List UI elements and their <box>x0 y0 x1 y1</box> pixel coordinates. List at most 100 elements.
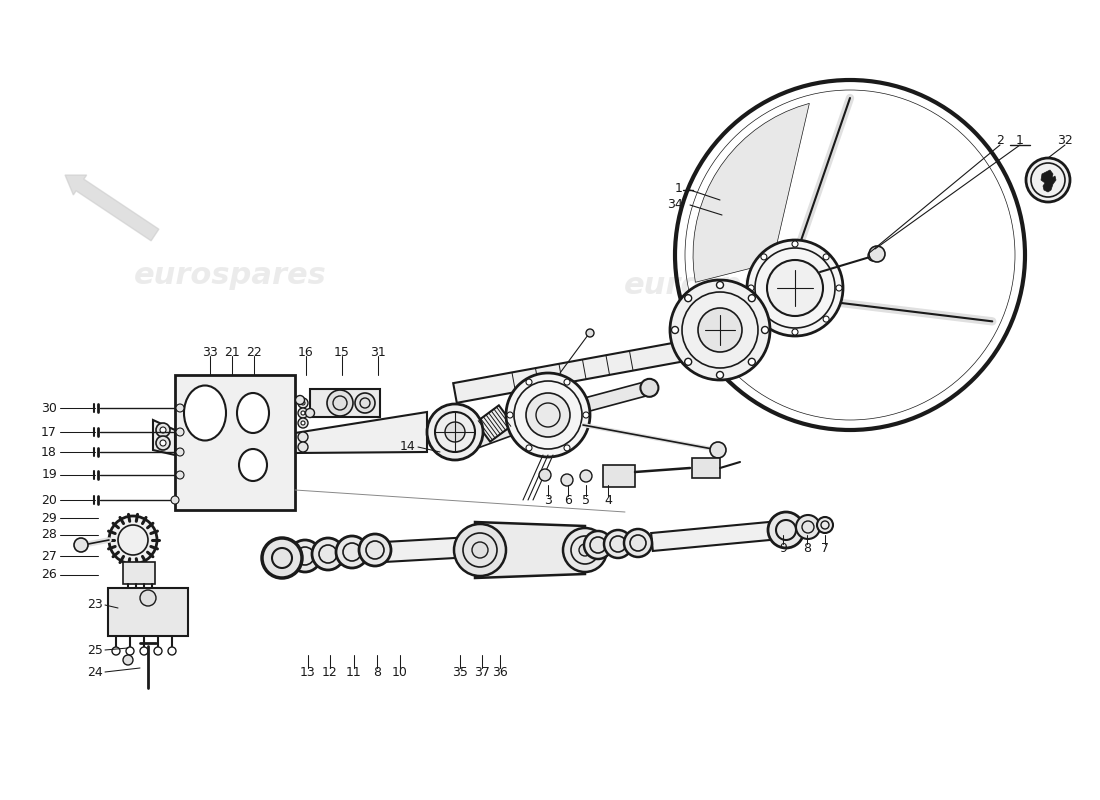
Text: 8: 8 <box>373 666 381 678</box>
Circle shape <box>748 294 756 302</box>
Circle shape <box>1026 158 1070 202</box>
Circle shape <box>823 254 829 260</box>
Circle shape <box>624 529 652 557</box>
Circle shape <box>298 408 308 418</box>
Circle shape <box>359 534 390 566</box>
Text: 4: 4 <box>604 494 612 506</box>
Circle shape <box>472 542 488 558</box>
Circle shape <box>355 393 375 413</box>
Circle shape <box>792 329 798 335</box>
Circle shape <box>176 471 184 479</box>
Circle shape <box>156 436 170 450</box>
Circle shape <box>74 538 88 552</box>
Circle shape <box>289 540 321 572</box>
Circle shape <box>506 373 590 457</box>
Circle shape <box>761 254 767 260</box>
Circle shape <box>748 285 754 291</box>
Circle shape <box>868 251 878 261</box>
Text: 17: 17 <box>41 426 57 438</box>
Circle shape <box>298 432 308 442</box>
Circle shape <box>298 418 308 428</box>
Text: 31: 31 <box>370 346 386 358</box>
Circle shape <box>817 517 833 533</box>
Circle shape <box>761 326 769 334</box>
Polygon shape <box>651 521 781 551</box>
Circle shape <box>579 544 591 556</box>
Circle shape <box>160 427 166 433</box>
Circle shape <box>507 412 513 418</box>
Circle shape <box>140 647 148 655</box>
Circle shape <box>176 428 184 436</box>
Text: 35: 35 <box>452 666 468 678</box>
Circle shape <box>767 260 823 316</box>
Circle shape <box>604 530 632 558</box>
Circle shape <box>761 316 767 322</box>
Ellipse shape <box>184 386 226 441</box>
Text: 25: 25 <box>87 643 103 657</box>
Circle shape <box>446 440 463 458</box>
Polygon shape <box>475 522 585 578</box>
Circle shape <box>526 445 532 451</box>
Circle shape <box>564 379 570 385</box>
Circle shape <box>586 329 594 337</box>
Bar <box>692 458 720 478</box>
Circle shape <box>446 422 465 442</box>
Text: 18: 18 <box>41 446 57 458</box>
Text: 24: 24 <box>87 666 103 678</box>
Circle shape <box>684 358 692 366</box>
Text: 7: 7 <box>821 542 829 554</box>
Text: 3: 3 <box>544 494 552 506</box>
Circle shape <box>140 590 156 606</box>
Circle shape <box>262 538 303 578</box>
Text: 12: 12 <box>322 666 338 678</box>
Circle shape <box>298 398 308 408</box>
Ellipse shape <box>239 449 267 481</box>
Text: 10: 10 <box>392 666 408 678</box>
Circle shape <box>126 647 134 655</box>
Circle shape <box>160 440 166 446</box>
Polygon shape <box>277 536 491 568</box>
Text: 14: 14 <box>399 441 415 454</box>
Circle shape <box>564 445 570 451</box>
Text: 28: 28 <box>41 529 57 542</box>
Text: 1: 1 <box>1016 134 1024 146</box>
Circle shape <box>563 528 607 572</box>
Bar <box>123 562 155 584</box>
Circle shape <box>748 358 756 366</box>
Circle shape <box>583 412 588 418</box>
Text: 11: 11 <box>346 666 362 678</box>
Circle shape <box>716 371 724 378</box>
Polygon shape <box>575 381 651 414</box>
Text: 6: 6 <box>564 494 572 506</box>
Circle shape <box>454 524 506 576</box>
Circle shape <box>698 308 742 352</box>
Text: 1: 1 <box>675 182 683 194</box>
Circle shape <box>154 647 162 655</box>
Polygon shape <box>1041 170 1056 192</box>
Text: 29: 29 <box>42 511 57 525</box>
Circle shape <box>710 442 726 458</box>
Polygon shape <box>452 421 517 456</box>
Circle shape <box>123 655 133 665</box>
Circle shape <box>336 536 368 568</box>
Circle shape <box>176 448 184 456</box>
Circle shape <box>684 294 692 302</box>
Circle shape <box>670 280 770 380</box>
Circle shape <box>526 379 532 385</box>
Circle shape <box>768 512 804 548</box>
FancyArrow shape <box>65 175 158 241</box>
Circle shape <box>671 326 679 334</box>
Circle shape <box>561 474 573 486</box>
Text: 26: 26 <box>42 569 57 582</box>
Text: 9: 9 <box>779 542 786 554</box>
Circle shape <box>526 393 570 437</box>
Polygon shape <box>693 103 810 294</box>
Circle shape <box>869 246 886 262</box>
Text: 19: 19 <box>42 469 57 482</box>
Circle shape <box>170 496 179 504</box>
Circle shape <box>301 401 305 405</box>
Circle shape <box>298 442 308 452</box>
Text: eurospares: eurospares <box>624 270 816 299</box>
Circle shape <box>306 409 315 418</box>
Circle shape <box>156 423 170 437</box>
